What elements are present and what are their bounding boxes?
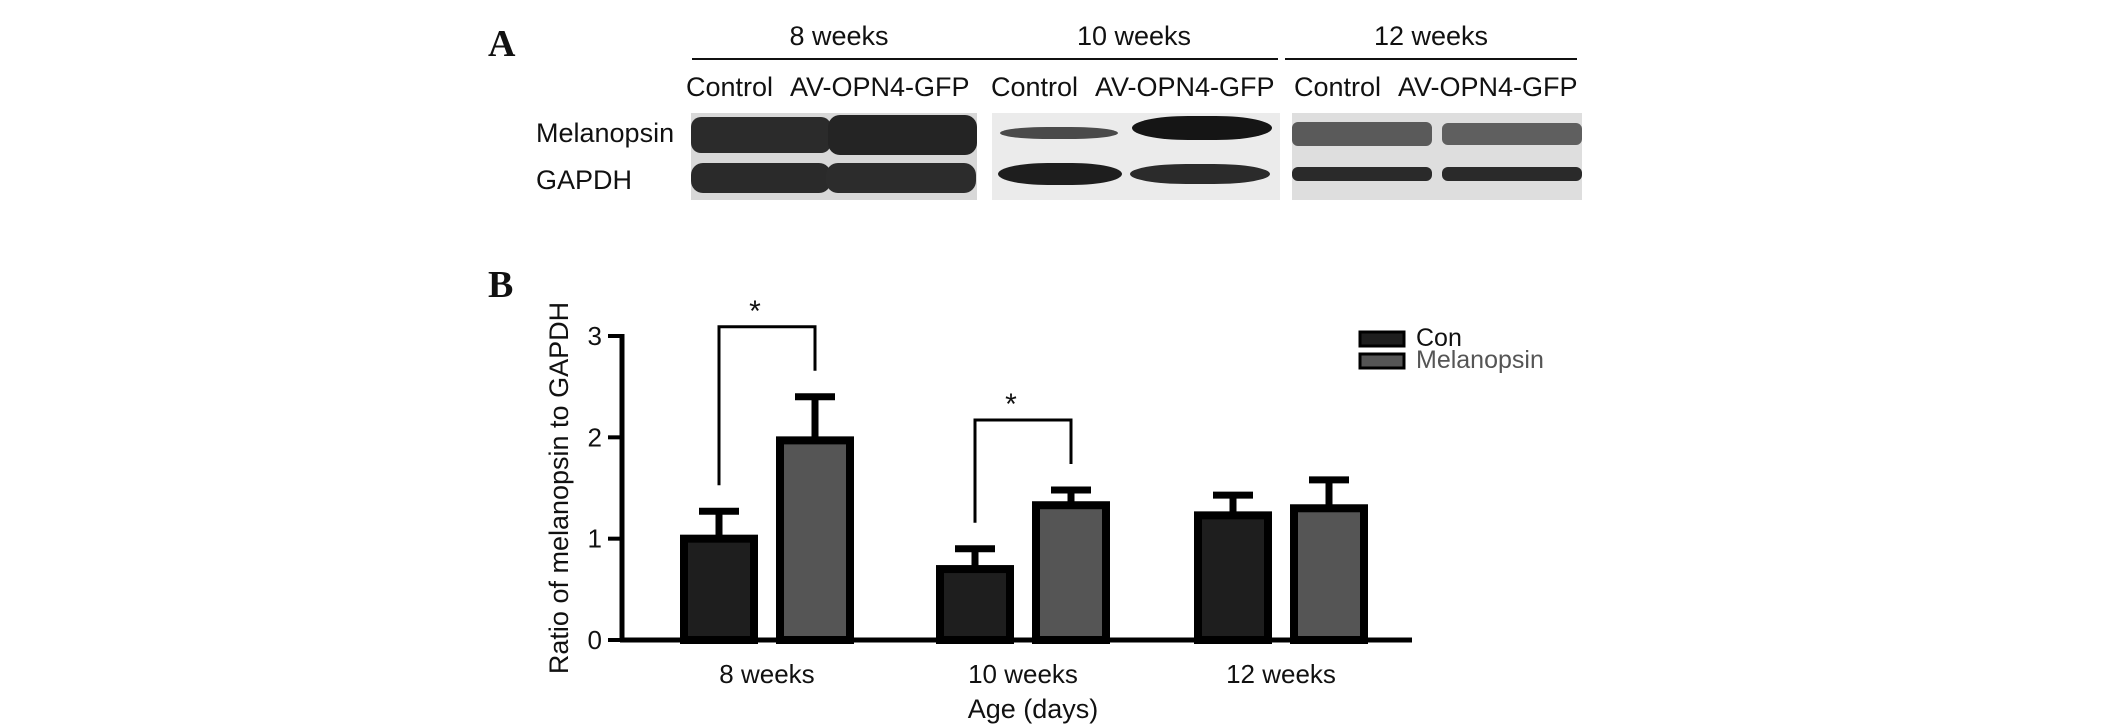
band-gapdh-opn4-10w: [1130, 164, 1270, 184]
y-tick-label: 0: [588, 625, 602, 655]
x-tick-label: 12 weeks: [1226, 659, 1336, 689]
band-gapdh-control-8w: [691, 163, 831, 193]
significance-bracket: [973, 418, 1073, 523]
significance-label: *: [749, 295, 761, 328]
x-tick-label: 8 weeks: [719, 659, 814, 689]
row-label-gapdh: GAPDH: [536, 165, 633, 195]
legend-swatch-con: [1358, 330, 1406, 348]
band-melanopsin-control-12w: [1292, 122, 1432, 146]
group-line-10-weeks: [986, 58, 1278, 60]
band-gapdh-control-10w: [998, 163, 1122, 185]
legend-label-con: Con: [1416, 324, 1462, 352]
x-axis-label: Age (days): [968, 694, 1099, 724]
lane-label: AV-OPN4-GFP: [1095, 72, 1275, 102]
lane-label: AV-OPN4-GFP: [790, 72, 970, 102]
y-tick-label: 2: [588, 422, 602, 452]
lane-label: Control: [1294, 72, 1382, 102]
bar-melanopsin-10-weeks: [1032, 501, 1110, 644]
bar-con-10-weeks: [936, 565, 1014, 644]
bar-melanopsin-12-weeks: [1290, 504, 1368, 644]
y-axis-label: Ratio of melanopsin to GAPDH: [544, 302, 574, 674]
group-label-12-weeks: 12 weeks: [1373, 21, 1489, 51]
band-gapdh-opn4-8w: [826, 163, 976, 193]
band-melanopsin-opn4-12w: [1442, 123, 1582, 145]
group-label-10-weeks: 10 weeks: [1076, 21, 1192, 51]
blot-8-weeks: [691, 113, 977, 200]
lane-label: AV-OPN4-GFP: [1398, 72, 1578, 102]
panel-a-letter: A: [488, 23, 516, 65]
legend-label-melanopsin: Melanopsin: [1416, 346, 1544, 374]
bar-con-12-weeks: [1194, 511, 1272, 644]
bar-melanopsin-8-weeks: [776, 436, 854, 644]
legend-swatch-melanopsin: [1358, 352, 1406, 370]
band-melanopsin-opn4-10w: [1132, 116, 1272, 140]
blot-12-weeks: [1292, 113, 1582, 200]
significance-label: *: [1005, 388, 1017, 421]
band-gapdh-control-12w: [1292, 167, 1432, 181]
x-tick-label: 10 weeks: [968, 659, 1078, 689]
band-melanopsin-control-8w: [691, 117, 831, 153]
lane-label: Control: [991, 72, 1079, 102]
band-melanopsin-control-10w: [1000, 127, 1118, 139]
group-line-12-weeks: [1285, 58, 1577, 60]
row-label-melanopsin: Melanopsin: [536, 118, 675, 148]
y-tick-label: 3: [588, 321, 602, 351]
significance-bracket: [717, 325, 817, 486]
y-tick-label: 1: [588, 524, 602, 554]
band-melanopsin-opn4-8w: [828, 115, 977, 155]
band-gapdh-opn4-12w: [1442, 167, 1582, 181]
panel-b-letter: B: [488, 264, 514, 306]
group-line-8-weeks: [692, 58, 986, 60]
bar-con-8-weeks: [680, 534, 758, 645]
group-label-8-weeks: 8 weeks: [789, 21, 889, 51]
lane-label: Control: [686, 72, 774, 102]
blot-10-weeks: [992, 113, 1280, 200]
